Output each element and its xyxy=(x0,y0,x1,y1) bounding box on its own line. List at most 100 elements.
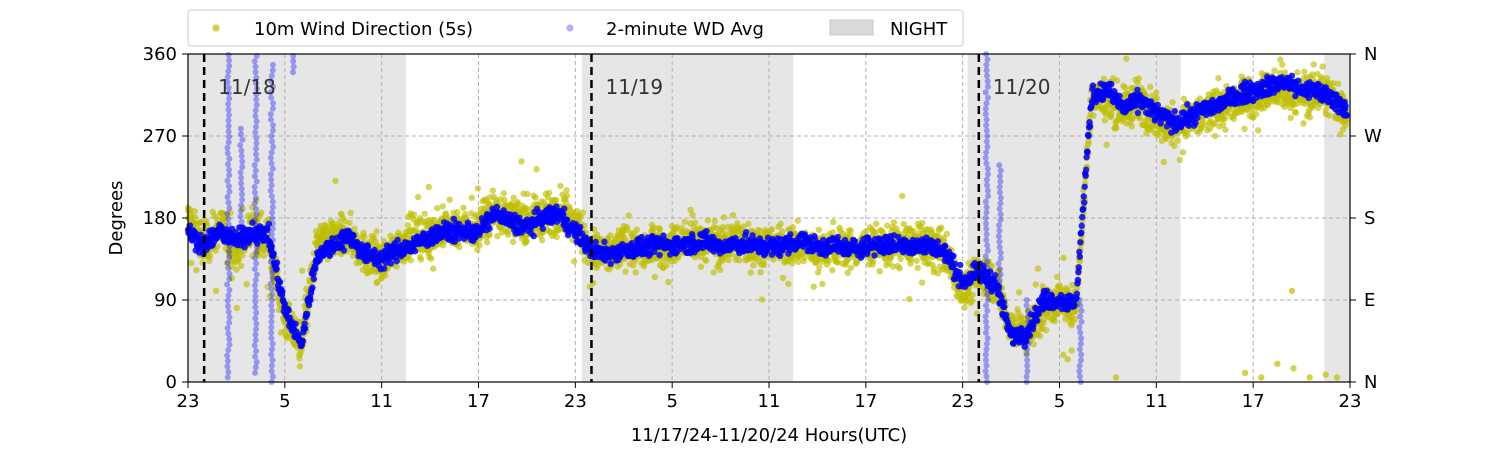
data-point-5s xyxy=(187,259,195,267)
data-point-5s xyxy=(1274,360,1281,367)
data-point-5s xyxy=(1337,131,1344,138)
data-point-5s xyxy=(633,226,641,233)
data-point-5s xyxy=(1281,69,1289,76)
data-point-5s xyxy=(552,196,560,204)
data-point-5s xyxy=(1112,374,1120,381)
data-point-5s xyxy=(454,209,461,216)
data-point-5s xyxy=(745,220,752,228)
data-point-5s xyxy=(1277,56,1284,63)
data-point-5s xyxy=(789,260,796,267)
data-point-5s xyxy=(1060,351,1067,359)
data-point-5s xyxy=(681,218,688,226)
data-point-5s xyxy=(1306,114,1314,121)
data-point-5s xyxy=(249,252,256,260)
data-point-5s xyxy=(1222,126,1229,133)
data-point-5s xyxy=(1306,374,1313,381)
data-point-2min xyxy=(249,219,256,226)
data-point-5s xyxy=(1030,340,1037,348)
data-point-5s xyxy=(1301,68,1308,75)
data-point-5s xyxy=(1101,117,1109,124)
data-point-5s xyxy=(816,264,823,271)
data-point-5s xyxy=(1085,138,1092,145)
data-point-5s xyxy=(562,198,570,206)
data-point-5s xyxy=(1219,121,1227,128)
data-point-5s xyxy=(1310,61,1317,68)
data-point-5s xyxy=(1154,132,1162,139)
data-point-5s xyxy=(484,239,491,246)
data-point-2min xyxy=(411,248,419,255)
data-point-2min xyxy=(241,244,248,251)
data-point-5s xyxy=(460,204,467,212)
data-point-5s xyxy=(1023,349,1030,357)
data-point-5s xyxy=(407,257,415,264)
data-point-5s xyxy=(1300,120,1307,127)
data-point-5s xyxy=(659,257,666,265)
data-point-5s xyxy=(227,209,234,217)
data-point-5s xyxy=(538,236,546,244)
data-point-5s xyxy=(237,262,245,270)
data-point-5s xyxy=(1113,77,1121,84)
data-point-5s xyxy=(193,266,200,274)
data-point-5s xyxy=(719,223,727,231)
data-point-5s xyxy=(789,224,797,231)
data-point-5s xyxy=(1103,141,1110,149)
data-point-5s xyxy=(995,267,1002,274)
data-point-2min xyxy=(254,240,261,247)
data-point-5s xyxy=(1015,289,1023,296)
data-point-5s xyxy=(298,267,306,274)
data-point-5s xyxy=(1072,308,1079,315)
data-point-5s xyxy=(988,262,996,270)
data-point-5s xyxy=(255,252,262,259)
data-point-2min xyxy=(493,203,501,211)
data-point-2min xyxy=(560,205,568,212)
data-point-5s xyxy=(801,254,808,261)
data-point-5s xyxy=(266,292,274,300)
data-point-5s xyxy=(711,217,718,225)
data-point-5s xyxy=(332,177,339,185)
data-point-2min xyxy=(500,207,507,214)
data-point-5s xyxy=(553,233,560,241)
data-point-5s xyxy=(250,211,257,218)
data-point-5s xyxy=(1113,124,1120,132)
data-point-5s xyxy=(969,291,976,299)
data-point-5s xyxy=(1071,315,1079,323)
data-point-5s xyxy=(884,222,891,229)
data-point-5s xyxy=(795,258,802,266)
data-point-5s xyxy=(191,207,198,215)
data-point-5s xyxy=(943,230,950,238)
data-point-5s xyxy=(518,158,525,165)
data-point-5s xyxy=(254,217,261,224)
data-point-5s xyxy=(429,265,437,272)
data-point-5s xyxy=(351,225,358,232)
data-point-2min xyxy=(340,247,348,254)
data-point-5s xyxy=(1034,265,1042,272)
data-point-5s xyxy=(815,226,823,234)
data-point-5s xyxy=(740,223,747,230)
data-point-5s xyxy=(1334,80,1342,88)
data-point-2min xyxy=(305,301,313,309)
data-point-5s xyxy=(810,283,817,290)
data-point-5s xyxy=(819,280,826,288)
data-point-5s xyxy=(961,304,968,311)
data-point-5s xyxy=(1074,284,1081,292)
data-point-5s xyxy=(557,182,564,190)
data-point-5s xyxy=(1279,61,1286,68)
data-point-2min xyxy=(270,250,277,257)
data-point-5s xyxy=(872,220,880,227)
data-point-2min xyxy=(380,265,388,272)
data-point-5s xyxy=(243,280,250,288)
data-point-5s xyxy=(533,166,540,173)
data-point-5s xyxy=(825,257,833,264)
data-point-5s xyxy=(607,232,614,239)
data-point-2min xyxy=(320,251,327,259)
data-point-2min xyxy=(393,257,400,265)
data-point-5s xyxy=(632,269,639,276)
data-point-5s xyxy=(1241,125,1248,132)
data-point-2min xyxy=(301,320,308,327)
data-point-5s xyxy=(919,219,926,227)
data-point-5s xyxy=(829,266,836,274)
data-point-5s xyxy=(907,256,914,264)
data-point-5s xyxy=(421,210,428,217)
data-point-5s xyxy=(524,190,531,198)
